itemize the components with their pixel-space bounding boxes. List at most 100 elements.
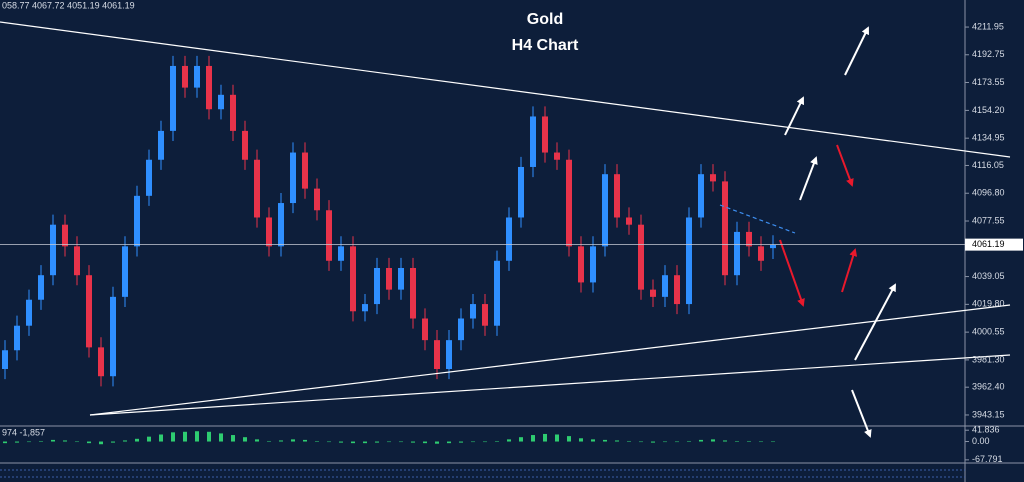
y-tick-label: 3962.40 — [972, 382, 1005, 392]
indicator-bar — [483, 441, 487, 443]
indicator-bar — [183, 431, 187, 442]
candle-body — [98, 347, 104, 377]
y-tick-label: 4116.05 — [972, 160, 1004, 170]
indicator-bar — [363, 441, 367, 444]
indicator-bar — [543, 433, 547, 442]
candle-body — [746, 231, 752, 247]
indicator-bar — [255, 439, 259, 442]
y-tick-label: 4077.55 — [972, 215, 1005, 225]
indicator-label: 974 -1,857 — [2, 427, 45, 437]
candle-body — [206, 65, 212, 110]
y-tick-label: 4211.95 — [972, 21, 1004, 31]
indicator-bar — [27, 441, 31, 443]
last-price-box — [965, 238, 1023, 251]
indicator-bar — [267, 440, 271, 442]
indicator-bar — [687, 440, 691, 442]
candle-body — [314, 188, 320, 211]
candle-body — [686, 217, 692, 305]
indicator-bar — [411, 441, 415, 443]
indicator-bar — [231, 435, 235, 442]
candle-body — [530, 116, 536, 167]
indicator-bar — [639, 441, 643, 443]
indicator-bar — [207, 431, 211, 442]
indicator-bar — [219, 433, 223, 442]
arrow — [799, 156, 818, 201]
y-tick-label: 4000.55 — [972, 327, 1005, 337]
candle-body — [350, 246, 356, 312]
y-tick-label: 4173.55 — [972, 77, 1005, 87]
trend-line — [89, 354, 1011, 416]
indicator-bar — [579, 438, 583, 442]
indicator-bar — [519, 437, 523, 442]
candle-body — [14, 325, 20, 351]
candle-body — [650, 289, 656, 297]
y-tick-label: 4192.75 — [972, 49, 1005, 59]
candle-body — [734, 231, 740, 276]
candle-body — [590, 246, 596, 283]
arrow — [779, 239, 805, 307]
indicator-bar — [555, 434, 559, 442]
arrow — [851, 389, 872, 438]
candle-body — [698, 174, 704, 218]
arrow — [841, 248, 858, 293]
indicator-bar — [315, 440, 319, 442]
indicator-bar — [387, 441, 391, 443]
y-tick-label: 4134.95 — [972, 133, 1005, 143]
trend-line — [719, 204, 796, 234]
y-tick-label: 3943.15 — [972, 409, 1005, 419]
trend-line — [89, 304, 1011, 416]
indicator-bar — [459, 441, 463, 443]
candle-body — [446, 340, 452, 370]
indicator-bar — [747, 440, 751, 442]
candle-body — [254, 159, 260, 218]
candle-body — [758, 246, 764, 261]
indicator-bar — [279, 440, 283, 442]
indicator-bar — [171, 432, 175, 442]
y-tick-label: 3981.30 — [972, 354, 1005, 364]
candle-body — [86, 275, 92, 348]
indicator-bar — [663, 441, 667, 443]
indicator-bar — [423, 441, 427, 444]
candle-body — [302, 152, 308, 189]
candle-body — [614, 174, 620, 218]
y-tick-label: 0.00 — [972, 436, 990, 446]
candle-body — [674, 275, 680, 305]
y-tick-label: 4154.20 — [972, 105, 1005, 115]
candle-body — [362, 304, 368, 312]
candle-body — [554, 152, 560, 160]
candle-body — [662, 275, 668, 297]
candle-body — [182, 65, 188, 88]
indicator-bar — [471, 441, 475, 443]
candle-body — [638, 224, 644, 290]
indicator-bar — [195, 431, 199, 442]
candle-body — [122, 246, 128, 297]
candle-body — [434, 340, 440, 370]
indicator-bar — [3, 441, 7, 444]
indicator-bar — [75, 441, 79, 443]
trend-line — [0, 21, 1011, 158]
candle-body — [542, 116, 548, 153]
indicator-bar — [99, 441, 103, 445]
indicator-bar — [339, 441, 343, 443]
indicator-bar — [447, 441, 451, 444]
indicator-bar — [351, 441, 355, 444]
candle-body — [722, 181, 728, 276]
indicator-bar — [243, 437, 247, 442]
candle-body — [134, 195, 140, 247]
candle-body — [506, 217, 512, 261]
candle-body — [470, 304, 476, 319]
candle-body — [326, 210, 332, 261]
candle-body — [74, 246, 80, 276]
indicator-bar — [147, 436, 151, 442]
candle-body — [26, 299, 32, 326]
candle-body — [710, 174, 716, 182]
indicator-bar — [735, 440, 739, 442]
indicator-bar — [399, 441, 403, 443]
candle-body — [170, 65, 176, 131]
indicator-bar — [111, 441, 115, 443]
y-tick-label: 41.836 — [972, 425, 1000, 435]
candle-body — [398, 267, 404, 290]
indicator-bar — [567, 436, 571, 442]
candle-body — [410, 267, 416, 319]
